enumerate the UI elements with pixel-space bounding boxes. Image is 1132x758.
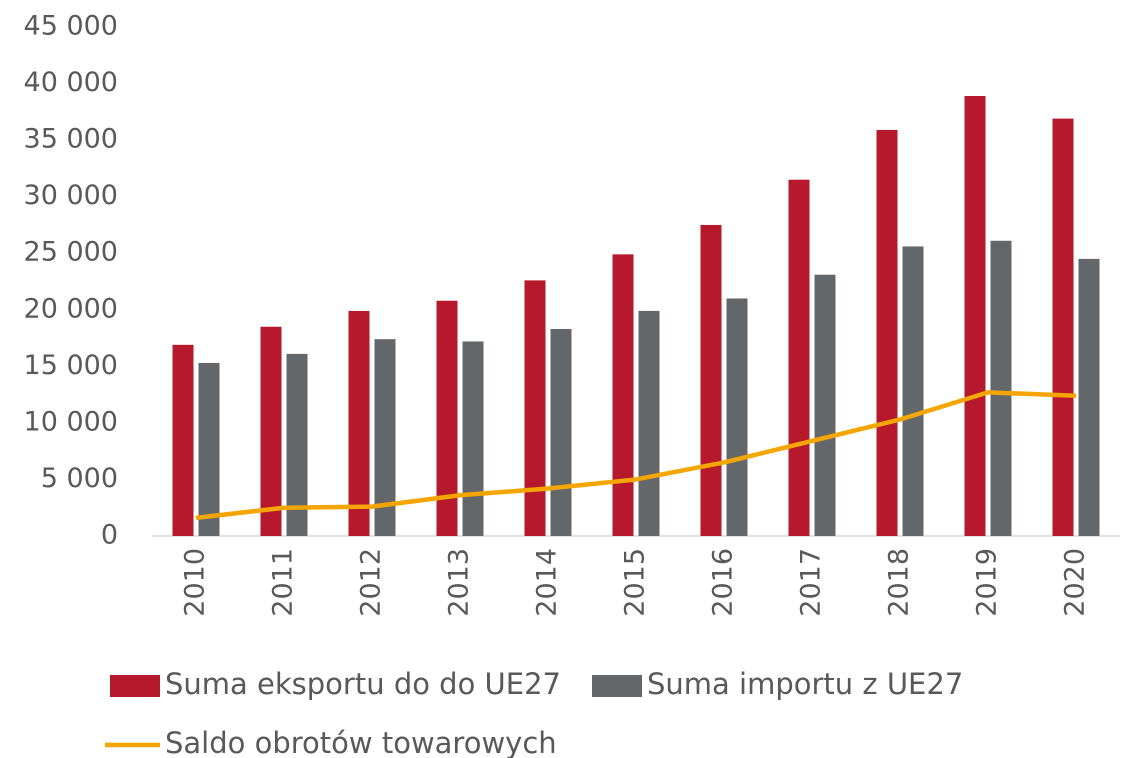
bar (814, 274, 836, 536)
bar (286, 353, 308, 536)
bar (788, 179, 810, 536)
y-tick-label: 15 000 (24, 350, 118, 381)
legend-label: Suma importu z UE27 (647, 667, 963, 701)
x-tick-label: 2011 (268, 548, 299, 617)
bar (1078, 258, 1100, 536)
x-tick-label: 2012 (356, 548, 387, 617)
y-tick-label: 5 000 (41, 463, 118, 494)
legend-swatch (110, 675, 160, 697)
x-tick-label: 2016 (708, 548, 739, 617)
bar (462, 341, 484, 536)
y-tick-label: 0 (101, 520, 118, 551)
x-tick-label: 2018 (884, 548, 915, 617)
y-tick-label: 45 000 (24, 11, 118, 42)
x-tick-label: 2020 (1060, 548, 1091, 617)
y-tick-label: 20 000 (24, 293, 118, 324)
bar (964, 95, 986, 537)
bar (374, 339, 396, 536)
bar (172, 344, 194, 536)
x-tick-label: 2014 (532, 548, 563, 617)
x-tick-label: 2010 (180, 548, 211, 617)
bar (902, 246, 924, 537)
legend-swatch (592, 675, 642, 697)
bar (612, 254, 634, 536)
x-tick-label: 2017 (796, 548, 827, 617)
y-tick-label: 35 000 (24, 124, 118, 155)
bar (198, 362, 220, 536)
bar (524, 280, 546, 536)
bar (990, 240, 1012, 536)
y-tick-label: 30 000 (24, 180, 118, 211)
bar (700, 224, 722, 536)
legend-label: Saldo obrotów towarowych (165, 726, 557, 758)
y-tick-label: 40 000 (24, 67, 118, 98)
line (195, 390, 1077, 521)
bar (1052, 118, 1074, 537)
x-tick-label: 2013 (444, 548, 475, 617)
y-tick-label: 10 000 (24, 406, 118, 437)
bar (876, 129, 898, 537)
bar (638, 310, 660, 536)
bar (260, 326, 282, 536)
bar (348, 310, 370, 536)
bar (726, 298, 748, 536)
x-tick-label: 2019 (972, 548, 1003, 617)
y-tick-label: 25 000 (24, 237, 118, 268)
legend-label: Suma eksportu do do UE27 (165, 667, 561, 701)
bar (550, 329, 572, 536)
x-tick-label: 2015 (620, 548, 651, 617)
bar (436, 300, 458, 536)
